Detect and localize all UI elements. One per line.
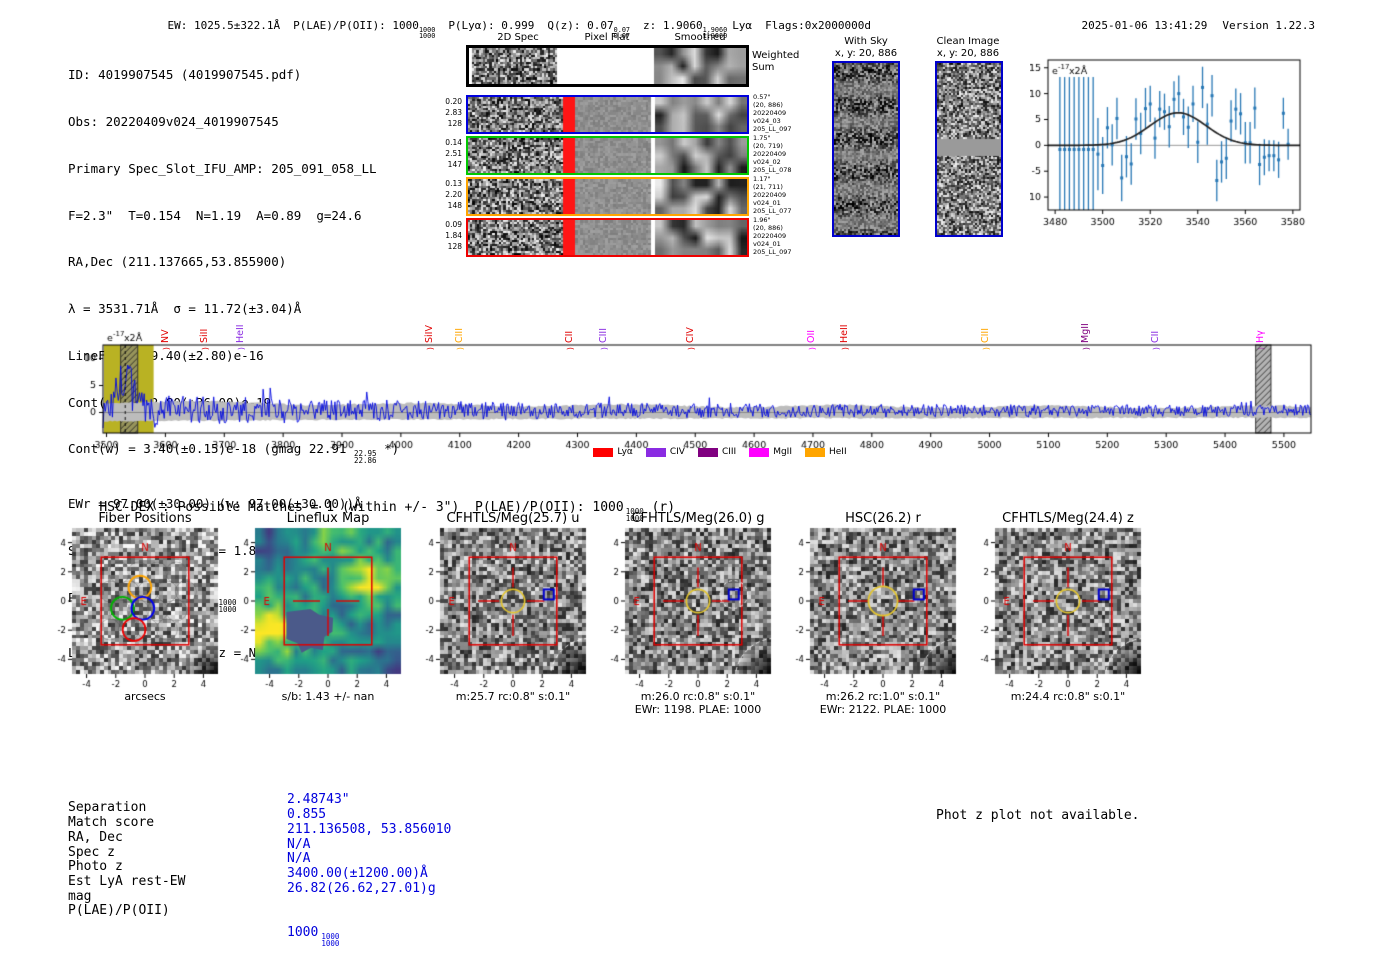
cutout-title-fiber: Fiber Positions xyxy=(98,511,192,526)
legend-swatch xyxy=(697,447,718,457)
row4-ids: 1.96" (20, 886) 20220409 v024_01 205_LL_097 xyxy=(753,216,792,256)
spec2d-weighted-row xyxy=(466,45,749,87)
legend-swatch xyxy=(804,447,825,457)
row4-metrics: 0.09 1.84 128 xyxy=(445,220,462,251)
legend-item-CIII: CIII xyxy=(697,447,737,457)
legend-label: CIV xyxy=(669,447,685,457)
hscdex-match-line: HSC-DEX : Possible Matches = 1 (within +… xyxy=(99,500,676,523)
header-ew: EW: 1025.5±322.1Å xyxy=(167,19,281,32)
with-sky-panel xyxy=(832,61,900,237)
row2-ids: 1.75" (20, 719) 20220409 v024_02 205_LL_078 xyxy=(753,134,792,174)
legend-label: Lyα xyxy=(617,447,633,457)
legend-swatch xyxy=(749,447,770,457)
with-sky-canvas xyxy=(834,63,898,235)
line-fit-plot-canvas xyxy=(1030,48,1315,240)
legend-label: CIII xyxy=(721,447,737,457)
info-line: F=2.3" T=0.154 N=1.19 A=0.89 g=24.6 xyxy=(68,207,362,223)
col-header-pixelflat: Pixel Flat xyxy=(584,32,630,43)
match-plae-value: 1000 1000 1000 xyxy=(287,924,340,948)
spec2d-row-canvas xyxy=(468,179,747,214)
info-line: ID: 4019907545 (4019907545.pdf) xyxy=(68,67,302,83)
clean-image-canvas xyxy=(937,63,1001,235)
header-plae-hi: 1000 xyxy=(418,26,436,34)
cutout-title-z: CFHTLS/Meg(24.4) z xyxy=(1002,511,1134,526)
header-datetime: 2025-01-06 13:41:29 xyxy=(1081,19,1208,32)
legend-label: MgII xyxy=(773,447,792,457)
legend-item-Lyα: Lyα xyxy=(593,447,633,457)
cutout-xlabel-u: m:25.7 rc:0.8" s:0.1" xyxy=(455,690,571,703)
info-line: EWr = 97.00(±30.00) (w: 97.00(±30.00))Å xyxy=(68,496,362,512)
cutout-title-lineflux: Lineflux Map xyxy=(286,511,370,526)
spec2d-row-4 xyxy=(466,218,749,257)
cutout-canvas-u xyxy=(412,524,594,692)
cutout-xlabel-lineflux: s/b: 1.43 +/- nan xyxy=(281,690,375,703)
row2-metrics: 0.14 2.51 147 xyxy=(445,138,462,169)
match-table-values: 2.48743" 0.855 211.136508, 53.856010 N/A N/A… xyxy=(287,792,452,948)
cutout-xlabel-g: m:26.0 rc:0.8" s:0.1" xyxy=(640,690,756,703)
cutout-xlabel-fiber: arcsecs xyxy=(124,690,166,703)
spec2d-row-canvas xyxy=(468,138,747,173)
cutout-xlabel-r: m:26.2 rc:1.0" s:0.1" xyxy=(825,690,941,703)
clean-image-title: Clean Image x, y: 20, 886 xyxy=(936,36,1000,59)
full-spectrum-canvas xyxy=(85,330,1325,454)
row3-metrics: 0.13 2.20 148 xyxy=(445,179,462,210)
legend-item-HeII: HeII xyxy=(804,447,847,457)
spec2d-row-canvas xyxy=(468,220,747,255)
header-z: z: 1.9060 1.9060 1.9060 Lyα xyxy=(643,19,753,41)
spec2d-row-canvas xyxy=(468,97,747,132)
legend-label: HeII xyxy=(828,447,847,457)
col-header-smoothed: Smoothed xyxy=(674,32,726,43)
cutout-title-g: CFHTLS/Meg(26.0) g xyxy=(631,511,765,526)
spec2d-weighted-canvas xyxy=(469,48,746,84)
info-line: Obs: 20220409v024_4019907545 xyxy=(68,113,279,129)
cutout-canvas-g xyxy=(597,524,779,692)
photz-unavailable-note: Phot z plot not available. xyxy=(936,808,1140,823)
legend-swatch xyxy=(645,447,666,457)
cutout-title-r: HSC(26.2) r xyxy=(845,511,921,526)
header-flags: Flags:0x2000000d xyxy=(765,19,872,32)
spec2d-row-3 xyxy=(466,177,749,216)
weighted-sum-label: Weighted Sum xyxy=(752,50,800,73)
legend-item-MgII: MgII xyxy=(749,447,792,457)
spec2d-row-2 xyxy=(466,136,749,175)
col-header-2dspec: 2D Spec xyxy=(497,32,539,43)
clean-image-panel xyxy=(935,61,1003,237)
row1-ids: 0.57" (20, 886) 20220409 v024_03 205_LL_097 xyxy=(753,93,792,133)
cutout-canvas-r xyxy=(782,524,964,692)
info-line: Primary Spec_Slot_IFU_AMP: 205_091_058_L… xyxy=(68,160,377,176)
row1-metrics: 0.20 2.83 128 xyxy=(445,97,462,128)
cutout-title-u: CFHTLS/Meg(25.7) u xyxy=(446,511,580,526)
report-header: EW: 1025.5±322.1Å P(LAE)/P(OII): 1000 1000… xyxy=(141,6,884,52)
cutout-xlabel-z: m:24.4 rc:0.8" s:0.1" xyxy=(1010,690,1126,703)
cutout-ewr-r: EWr: 2122. PLAE: 1000 xyxy=(819,703,947,716)
legend-item-CIV: CIV xyxy=(645,447,685,457)
header-datetime-version: 2025-01-06 13:41:29 Version 1.22.3 xyxy=(1055,6,1316,45)
spec2d-row-1 xyxy=(466,95,749,134)
cutout-canvas-fiber xyxy=(44,524,226,692)
cutout-ewr-g: EWr: 1198. PLAE: 1000 xyxy=(634,703,762,716)
spectrum-legend: Lyα CIV CIII MgII HeII xyxy=(520,447,920,457)
legend-swatch xyxy=(593,447,614,457)
with-sky-title: With Sky x, y: 20, 886 xyxy=(834,36,898,59)
match-table-labels: Separation Match score RA, Dec Spec z Photo … xyxy=(68,800,186,919)
info-line: λ = 3531.71Å σ = 11.72(±3.04)Å xyxy=(68,301,302,317)
header-plya: P(Lyα): 0.999 xyxy=(448,19,535,32)
header-plae-lo: 1000 xyxy=(418,32,436,41)
header-plae: P(LAE)/P(OII): 1000 1000 1000 xyxy=(293,19,436,41)
row3-ids: 1.17" (21, 711) 20220409 v024_01 205_LL_077 xyxy=(753,175,792,215)
info-line: RA,Dec (211.137665,53.855900) xyxy=(68,254,287,270)
header-qz: Q(z): 0.07 0.07 0.07 xyxy=(547,19,631,41)
header-version: Version 1.22.3 xyxy=(1222,19,1316,32)
cutout-canvas-z xyxy=(967,524,1149,692)
cutout-canvas-lineflux xyxy=(227,524,409,692)
